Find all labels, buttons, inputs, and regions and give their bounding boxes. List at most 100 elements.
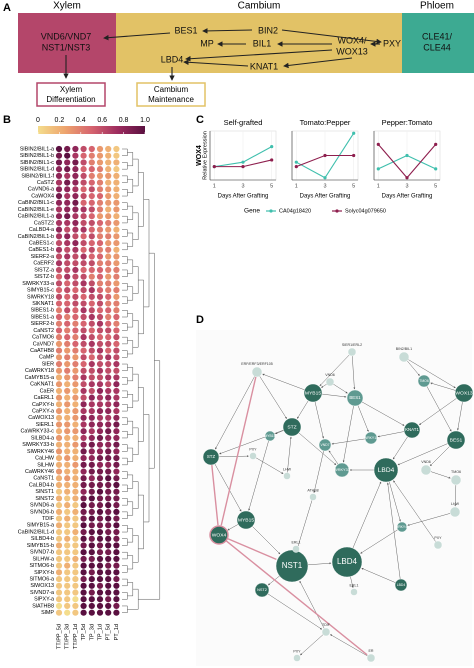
row-label: SlMYB15-c: [27, 288, 54, 294]
dendrogram: [122, 511, 128, 519]
network-node: [254, 582, 270, 598]
heat-dot: [55, 381, 63, 388]
dendrogram: [122, 175, 128, 183]
heat-dot: [80, 300, 87, 307]
heat-dot: [80, 334, 87, 341]
heat-dot: [72, 421, 79, 428]
network-edge: [262, 373, 305, 391]
heat-dot: [80, 589, 87, 596]
heat-dot: [80, 354, 87, 361]
row-label: CaPXY-a: [32, 409, 54, 415]
heat-dot: [64, 515, 71, 522]
row-label: CaMP: [39, 355, 54, 361]
network-node: [366, 653, 376, 663]
heat-dot: [72, 226, 79, 233]
heat-dot: [55, 488, 63, 495]
heat-dot: [72, 219, 79, 227]
heat-dot: [88, 461, 95, 468]
heat-dot: [113, 206, 120, 213]
heat-dot: [88, 441, 95, 448]
heat-dot: [55, 327, 63, 334]
row-label: SlMYB15-a: [27, 523, 54, 529]
heat-dot: [96, 522, 104, 529]
network-edge: [298, 432, 337, 466]
heat-dot: [96, 280, 104, 287]
network-node: [303, 383, 323, 403]
row-label: CaERF2: [33, 261, 54, 267]
x-tick-label: 1: [377, 183, 380, 189]
network-edge: [331, 438, 366, 445]
heat-dot: [64, 219, 71, 227]
heat-dot: [64, 300, 71, 307]
heat-dot: [113, 481, 120, 489]
heat-dot: [80, 468, 87, 475]
heat-dot: [55, 347, 63, 354]
heat-dot: [113, 293, 120, 300]
heat-dot: [80, 515, 87, 522]
heat-dot: [55, 374, 63, 381]
heat-dot: [64, 481, 71, 489]
heat-dot: [55, 239, 63, 247]
x-axis-label: Days After Grafting: [218, 194, 269, 200]
row-label: CaER: [40, 388, 54, 394]
gene-label: MP: [200, 38, 214, 48]
heat-dot: [88, 313, 95, 321]
heat-dot: [113, 354, 120, 361]
heat-dot: [55, 293, 63, 300]
heat-dot: [72, 475, 79, 482]
heat-dot: [55, 307, 63, 314]
heat-dot: [80, 502, 87, 509]
heat-dot: [72, 374, 79, 381]
heat-dot: [96, 609, 104, 616]
heat-dot: [55, 179, 63, 186]
network-edge: [389, 481, 401, 522]
dendrogram: [122, 444, 128, 452]
heat-dot: [96, 354, 104, 361]
network-node: [202, 448, 220, 466]
heat-dot: [80, 455, 87, 462]
network-edge: [386, 482, 401, 580]
heat-dot: [105, 596, 112, 603]
heat-dot: [113, 172, 120, 179]
heat-dot: [72, 515, 79, 522]
dendrogram: [122, 417, 128, 425]
network-edge: [211, 464, 219, 526]
heat-dot: [105, 186, 112, 193]
heat-dot: [72, 602, 79, 610]
heat-dot: [80, 562, 87, 569]
dendrogram: [127, 447, 134, 462]
dendrogram: [122, 229, 128, 237]
row-label: SlPXY-a: [34, 597, 54, 603]
colorbar-tick-label: 0.8: [119, 117, 129, 124]
x-tick-label: 5: [434, 183, 437, 189]
row-label: CaVND7: [33, 341, 54, 347]
heat-dot: [64, 260, 71, 267]
row-label: SlWRKY18: [27, 294, 54, 300]
node-label: VND6: [325, 373, 335, 377]
heat-dot: [88, 535, 95, 542]
heat-dot: [88, 522, 95, 529]
heat-dot: [72, 166, 79, 173]
network-edge: [352, 355, 356, 390]
heat-dot: [72, 495, 79, 502]
heat-dot: [96, 360, 104, 368]
heat-dot: [72, 441, 79, 448]
heat-dot: [96, 468, 104, 475]
dendrogram: [127, 313, 134, 328]
heat-dot: [55, 481, 63, 489]
row-label: SlKNAT1: [32, 301, 54, 307]
network-node: [331, 546, 363, 578]
heat-dot: [96, 441, 104, 448]
row-label: SlBIN2/BIL1-c: [20, 160, 54, 166]
heat-dot: [96, 374, 104, 381]
dendrogram: [122, 283, 128, 291]
heat-dot: [55, 475, 63, 482]
heat-dot: [80, 186, 87, 193]
y-axis-label: Relative Expression: [202, 131, 208, 180]
row-label: SlNST2: [35, 496, 54, 502]
heat-dot: [105, 152, 112, 159]
heat-dot: [64, 179, 71, 186]
network-node: [446, 430, 466, 450]
heat-dot: [64, 448, 71, 455]
outcome-box: [36, 82, 106, 107]
